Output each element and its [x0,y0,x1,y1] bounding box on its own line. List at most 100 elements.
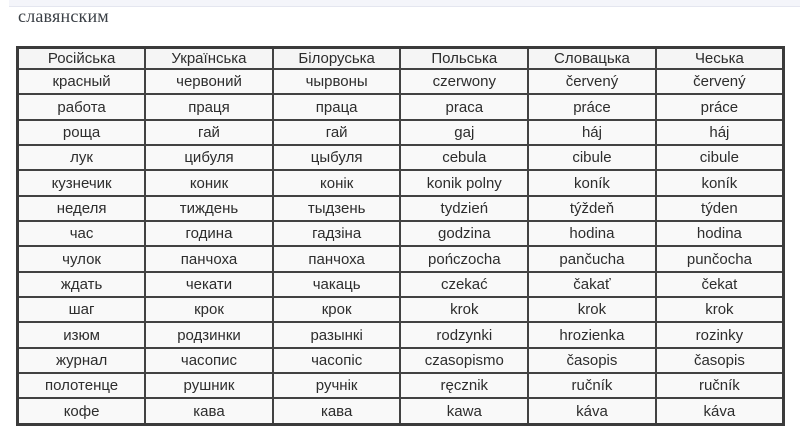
table-cell: тыдзень [271,194,402,223]
article-text-fragment: славянским [18,6,109,26]
table-cell: ręcznik [399,372,530,400]
table-cell: панчоха [271,245,402,273]
table-cell: cibule [527,144,657,172]
table-cell: práce [527,93,657,121]
table-row: неделя тиждень тыдзень tydzień týždeň týden [16,194,785,223]
table-cell: рушник [144,372,274,400]
table-row: чулок панчоха панчоха pończocha pančucha punč… [16,245,785,273]
table-cell: лук [16,144,147,172]
table-row: кофе кава кава kawa káva káva [16,397,785,426]
table-cell: ждать [16,270,147,299]
table-cell: родзинки [144,321,274,349]
table-cell: čekat [654,270,785,299]
table-cell: rodzynki [399,321,530,349]
table-cell: czekać [399,270,530,299]
table-cell: праца [271,93,402,121]
column-header: Українська [144,46,274,70]
column-header: Російська [16,46,147,70]
table-cell: красный [16,67,147,96]
table-cell: pančucha [527,245,657,273]
table-cell: červený [527,67,657,96]
table-cell: праця [144,93,274,121]
table-cell: крок [144,296,274,324]
table-cell: čakať [527,270,657,299]
table-cell: krok [527,296,657,324]
table-cell: koník [654,169,785,197]
table-cell: чекати [144,270,274,299]
table-cell: hrozienka [527,321,657,349]
table-cell: чакаць [271,270,402,299]
table-row: журнал часопис часопіс czasopismo časopis čas… [16,346,785,375]
table-cell: hodina [654,220,785,248]
table-cell: час [16,220,147,248]
table-row: роща гай гай gaj háj háj [16,118,785,147]
table-row: час година гадзіна godzina hodina hodina [16,220,785,248]
table-cell: rozinky [654,321,785,349]
table-cell: коник [144,169,274,197]
table-cell: кузнечик [16,169,147,197]
table-row: работа праця праца praca práce práce [16,93,785,121]
table-cell: cibule [654,144,785,172]
table-cell: godzina [399,220,530,248]
table-cell: изюм [16,321,147,349]
table-cell: tydzień [399,194,530,223]
table-cell: кава [144,397,274,426]
table-cell: gaj [399,118,530,147]
table-cell: тиждень [144,194,274,223]
column-header: Чеська [654,46,785,70]
header-row: Російська Українська Білоруська Польська Сло… [16,46,785,70]
table-cell: káva [527,397,657,426]
column-header: Словацька [527,46,657,70]
table-cell: чырвоны [271,67,402,96]
table-cell: týždeň [527,194,657,223]
table-cell: журнал [16,346,147,375]
table-cell: гадзіна [271,220,402,248]
table-cell: práce [654,93,785,121]
table-cell: konik polny [399,169,530,197]
table-cell: pończocha [399,245,530,273]
table-cell: година [144,220,274,248]
table-row: лук цибуля цыбуля cebula cibule cibule [16,144,785,172]
table-cell: гай [271,118,402,147]
table-cell: панчоха [144,245,274,273]
table-cell: koník [527,169,657,197]
table-row: полотенце рушник ручнік ręcznik ručník ručník [16,372,785,400]
table-cell: praca [399,93,530,121]
table-cell: разынкі [271,321,402,349]
table-row: кузнечик коник конік konik polny koník koník [16,169,785,197]
table-cell: háj [527,118,657,147]
table-cell: полотенце [16,372,147,400]
table-cell: háj [654,118,785,147]
table-cell: ручнік [271,372,402,400]
table-cell: часопіс [271,346,402,375]
table-row: шаг крок крок krok krok krok [16,296,785,324]
table-row: ждать чекати чакаць czekać čakať čekat [16,270,785,299]
table-cell: červený [654,67,785,96]
table-cell: кава [271,397,402,426]
table-cell: czasopismo [399,346,530,375]
column-header: Польська [399,46,530,70]
table-cell: часопис [144,346,274,375]
table-cell: časopis [527,346,657,375]
table-cell: krok [654,296,785,324]
top-divider-bar [9,0,800,7]
table-cell: конік [271,169,402,197]
table-cell: кофе [16,397,147,426]
table-cell: роща [16,118,147,147]
table-cell: týden [654,194,785,223]
table-cell: шаг [16,296,147,324]
table-cell: kawa [399,397,530,426]
table-cell: крок [271,296,402,324]
table-cell: káva [654,397,785,426]
table-cell: чулок [16,245,147,273]
table-cell: krok [399,296,530,324]
table-cell: ručník [527,372,657,400]
table-cell: ručník [654,372,785,400]
table-cell: cebula [399,144,530,172]
table-cell: цибуля [144,144,274,172]
column-header: Білоруська [271,46,402,70]
table-cell: punčocha [654,245,785,273]
table-row: изюм родзинки разынкі rodzynki hrozienka rozi… [16,321,785,349]
table-cell: časopis [654,346,785,375]
table-cell: червоний [144,67,274,96]
